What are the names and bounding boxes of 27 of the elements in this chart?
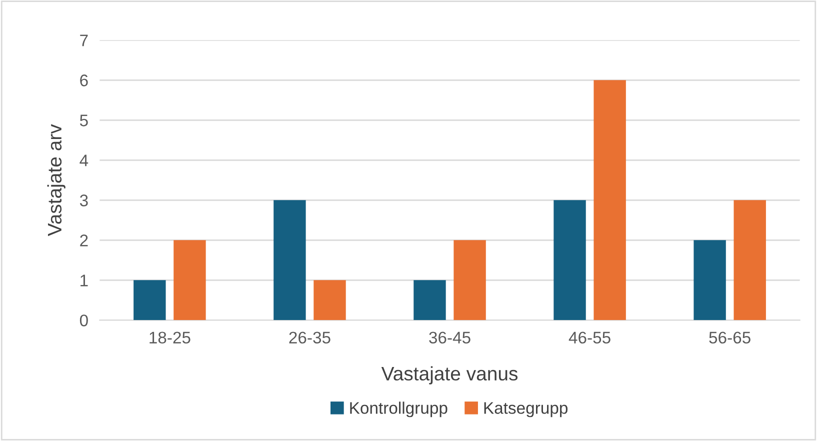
bar [134, 280, 166, 320]
bar [594, 80, 626, 320]
y-tick-label: 1 [80, 274, 88, 286]
bar [174, 240, 206, 320]
y-tick-label: 2 [80, 234, 88, 246]
y-tick-label: 6 [80, 74, 88, 86]
x-tick-label: 56-65 [709, 332, 750, 344]
y-tick-label: 4 [80, 154, 88, 166]
y-axis-title: Vastajate arv [47, 124, 66, 236]
bar [274, 200, 306, 320]
x-tick-label: 46-55 [568, 332, 610, 344]
x-tick-label: 36-45 [429, 332, 470, 344]
bar [314, 280, 346, 320]
y-tick-label: 0 [80, 314, 88, 326]
bar [454, 240, 486, 320]
legend-label: Kontrollgrupp [350, 402, 448, 418]
x-tick-label: 26-35 [289, 332, 330, 344]
y-tick-label: 7 [80, 34, 88, 46]
y-tick-label: 3 [80, 194, 88, 206]
bar [554, 200, 586, 320]
legend-label: Katsegrupp [484, 402, 568, 418]
bar [694, 240, 726, 320]
bar [734, 200, 766, 320]
x-axis-title: Vastajate vanus [381, 366, 518, 384]
x-tick-label: 18-25 [150, 332, 190, 344]
bar [414, 280, 446, 320]
y-tick-label: 5 [80, 114, 88, 126]
